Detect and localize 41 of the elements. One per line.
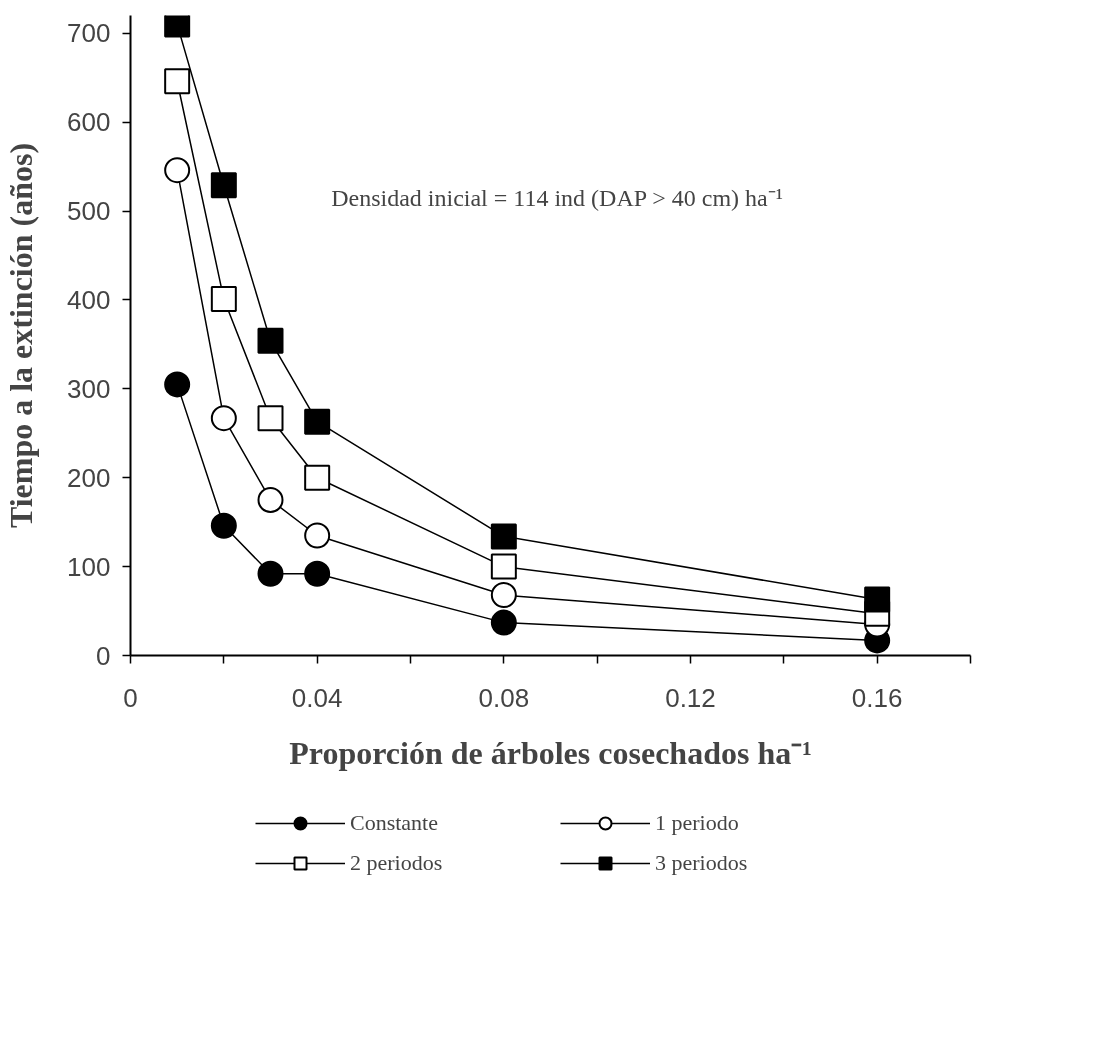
point bbox=[304, 522, 331, 549]
x-tick-label: 0.12 bbox=[665, 682, 716, 713]
point bbox=[490, 609, 517, 636]
point bbox=[304, 560, 331, 587]
point bbox=[210, 286, 237, 313]
point bbox=[164, 371, 191, 398]
annotation: Densidad inicial = 114 ind (DAP > 40 cm) ha⁻¹ bbox=[331, 185, 783, 212]
point bbox=[490, 523, 517, 550]
point bbox=[164, 157, 191, 184]
y-axis-title: Tiempo a la extinción (años) bbox=[3, 142, 40, 529]
legend-label: 3 periodos bbox=[655, 850, 749, 876]
y-tick-label: 0 bbox=[96, 640, 111, 671]
point bbox=[257, 327, 284, 354]
y-tick-label: 500 bbox=[67, 196, 111, 227]
x-axis-title: Proporción de árboles cosechados ha⁻¹ bbox=[289, 734, 812, 771]
legend-label: 2 periodos bbox=[350, 850, 444, 876]
point bbox=[210, 172, 237, 199]
point bbox=[257, 405, 284, 432]
y-tick-label: 600 bbox=[67, 107, 111, 138]
y-tick-label: 700 bbox=[67, 18, 111, 49]
point bbox=[257, 560, 284, 587]
point bbox=[210, 512, 237, 539]
point bbox=[257, 486, 284, 513]
point bbox=[304, 464, 331, 491]
y-tick-label: 400 bbox=[67, 284, 111, 315]
y-tick-label: 200 bbox=[67, 462, 111, 493]
x-tick-label: 0.04 bbox=[291, 682, 343, 713]
point bbox=[490, 582, 517, 609]
legend-label: Constante bbox=[350, 810, 439, 836]
point bbox=[164, 68, 191, 95]
x-tick-label: 0 bbox=[123, 682, 138, 713]
x-tick-label: 0.16 bbox=[851, 682, 903, 713]
point bbox=[490, 553, 517, 580]
point bbox=[864, 586, 891, 613]
point bbox=[304, 408, 331, 435]
point bbox=[164, 15, 191, 38]
x-tick-label: 0.08 bbox=[478, 682, 530, 713]
y-tick-label: 100 bbox=[67, 551, 111, 582]
legend-label: 1 periodo bbox=[655, 810, 740, 836]
y-tick-label: 300 bbox=[67, 373, 111, 404]
point bbox=[210, 405, 237, 432]
